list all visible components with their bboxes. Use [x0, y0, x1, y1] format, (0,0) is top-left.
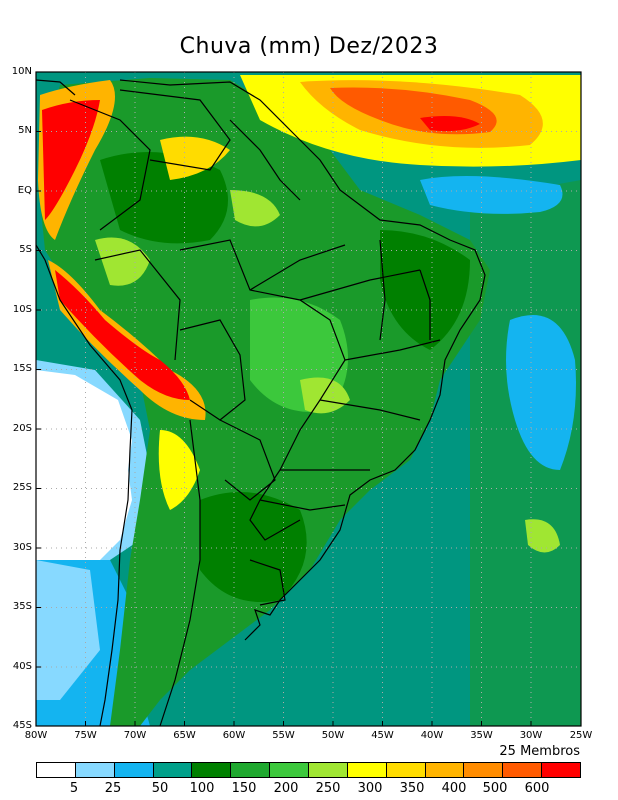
legend-swatch [37, 763, 76, 777]
venezuela-border [119, 89, 231, 171]
lon-label-80w: 80W [24, 730, 48, 741]
legend-swatch [231, 763, 271, 777]
south-pacific-light-region [36, 560, 100, 700]
amazon-dark-green [100, 152, 228, 244]
southeast-atlantic-dry-patch [506, 315, 576, 470]
rainfall-map [35, 71, 582, 727]
legend-label-100: 100 [189, 781, 215, 796]
lon-label-75w: 75W [74, 730, 97, 741]
legend-label-25: 25 [104, 781, 122, 796]
bolivia-border [179, 319, 246, 421]
legend-swatch [153, 763, 193, 777]
legend-label-500: 500 [482, 781, 508, 796]
andes-bolivia-yellow [158, 430, 200, 510]
legend-swatch [425, 763, 465, 777]
legend-label-50: 50 [151, 781, 169, 796]
lon-label-25w: 25W [569, 730, 593, 741]
graticule [36, 72, 581, 726]
continent-coastline [36, 79, 486, 726]
guiana-yellow [160, 136, 230, 180]
legend-label-200: 200 [273, 781, 299, 796]
lon-label-70w: 70W [123, 730, 147, 741]
map-title: Chuva (mm) Dez/2023 [179, 34, 439, 59]
argentina-border [159, 419, 201, 726]
legend-swatch [114, 763, 154, 777]
guianas-border [229, 119, 301, 201]
legend-label-250: 250 [315, 781, 341, 796]
andes-north-red [42, 100, 100, 220]
itcz-peak [420, 116, 480, 132]
east-ocean-green-band [470, 180, 581, 726]
axis-ticks [36, 71, 532, 726]
lon-label-40w: 40W [420, 730, 444, 741]
brazil-states [249, 239, 441, 511]
colombia-border [69, 99, 151, 231]
legend-swatch [309, 763, 348, 777]
lat-label-15s: 15S [12, 363, 32, 374]
legend-colorbar [36, 762, 581, 778]
lat-label-10s: 10S [12, 304, 32, 315]
peru-border [94, 249, 181, 361]
lat-label-35s: 35S [12, 601, 32, 612]
lat-label-20s: 20S [12, 423, 32, 434]
plot-frame [35, 71, 582, 727]
lon-label-45w: 45W [371, 730, 394, 741]
legend-swatch [542, 763, 581, 777]
northeast-dark-green [380, 230, 470, 350]
legend-label-5: 5 [69, 781, 79, 796]
atacama-dry-white [36, 370, 132, 560]
uruguay-border [249, 559, 286, 606]
legend-label-150: 150 [231, 781, 257, 796]
andes-peru-red [55, 270, 190, 400]
legend-swatch [386, 763, 426, 777]
legend-swatch [75, 763, 115, 777]
lat-label-5s: 5S [19, 244, 32, 255]
lat-label-10n: 10N [11, 66, 32, 77]
lat-label-45s: 45S [12, 720, 32, 731]
legend-swatch [464, 763, 504, 777]
amazon-wet-west [95, 237, 150, 286]
legend-label-300: 300 [357, 781, 383, 796]
lat-label-5n: 5N [18, 125, 32, 136]
legend-swatch [192, 763, 232, 777]
country-borders [36, 79, 486, 726]
lon-label-35w: 35W [470, 730, 493, 741]
legend-label-600: 600 [524, 781, 550, 796]
lon-label-65w: 65W [173, 730, 196, 741]
southeast-wet [300, 377, 350, 414]
lat-label-eq: EQ [17, 185, 32, 196]
legend-label-350: 350 [399, 781, 425, 796]
legend-swatch [270, 763, 310, 777]
lon-label-60w: 60W [222, 730, 246, 741]
legend-label-400: 400 [441, 781, 467, 796]
lat-label-40s: 40S [12, 661, 32, 672]
lon-label-55w: 55W [272, 730, 295, 741]
ensemble-members-note: 25 Membros [499, 744, 580, 759]
legend-swatch [503, 763, 543, 777]
southern-dark-green [200, 492, 307, 602]
paraguay-border [219, 419, 276, 501]
lat-label-25s: 25S [12, 482, 32, 493]
lon-label-50w: 50W [321, 730, 345, 741]
south-atlantic-wet [525, 519, 560, 553]
lat-label-30s: 30S [12, 542, 32, 553]
amazon-wet-central [230, 190, 280, 227]
lon-label-30w: 30W [519, 730, 543, 741]
legend-swatch [347, 763, 387, 777]
north-atlantic-dry-patch [420, 176, 563, 214]
